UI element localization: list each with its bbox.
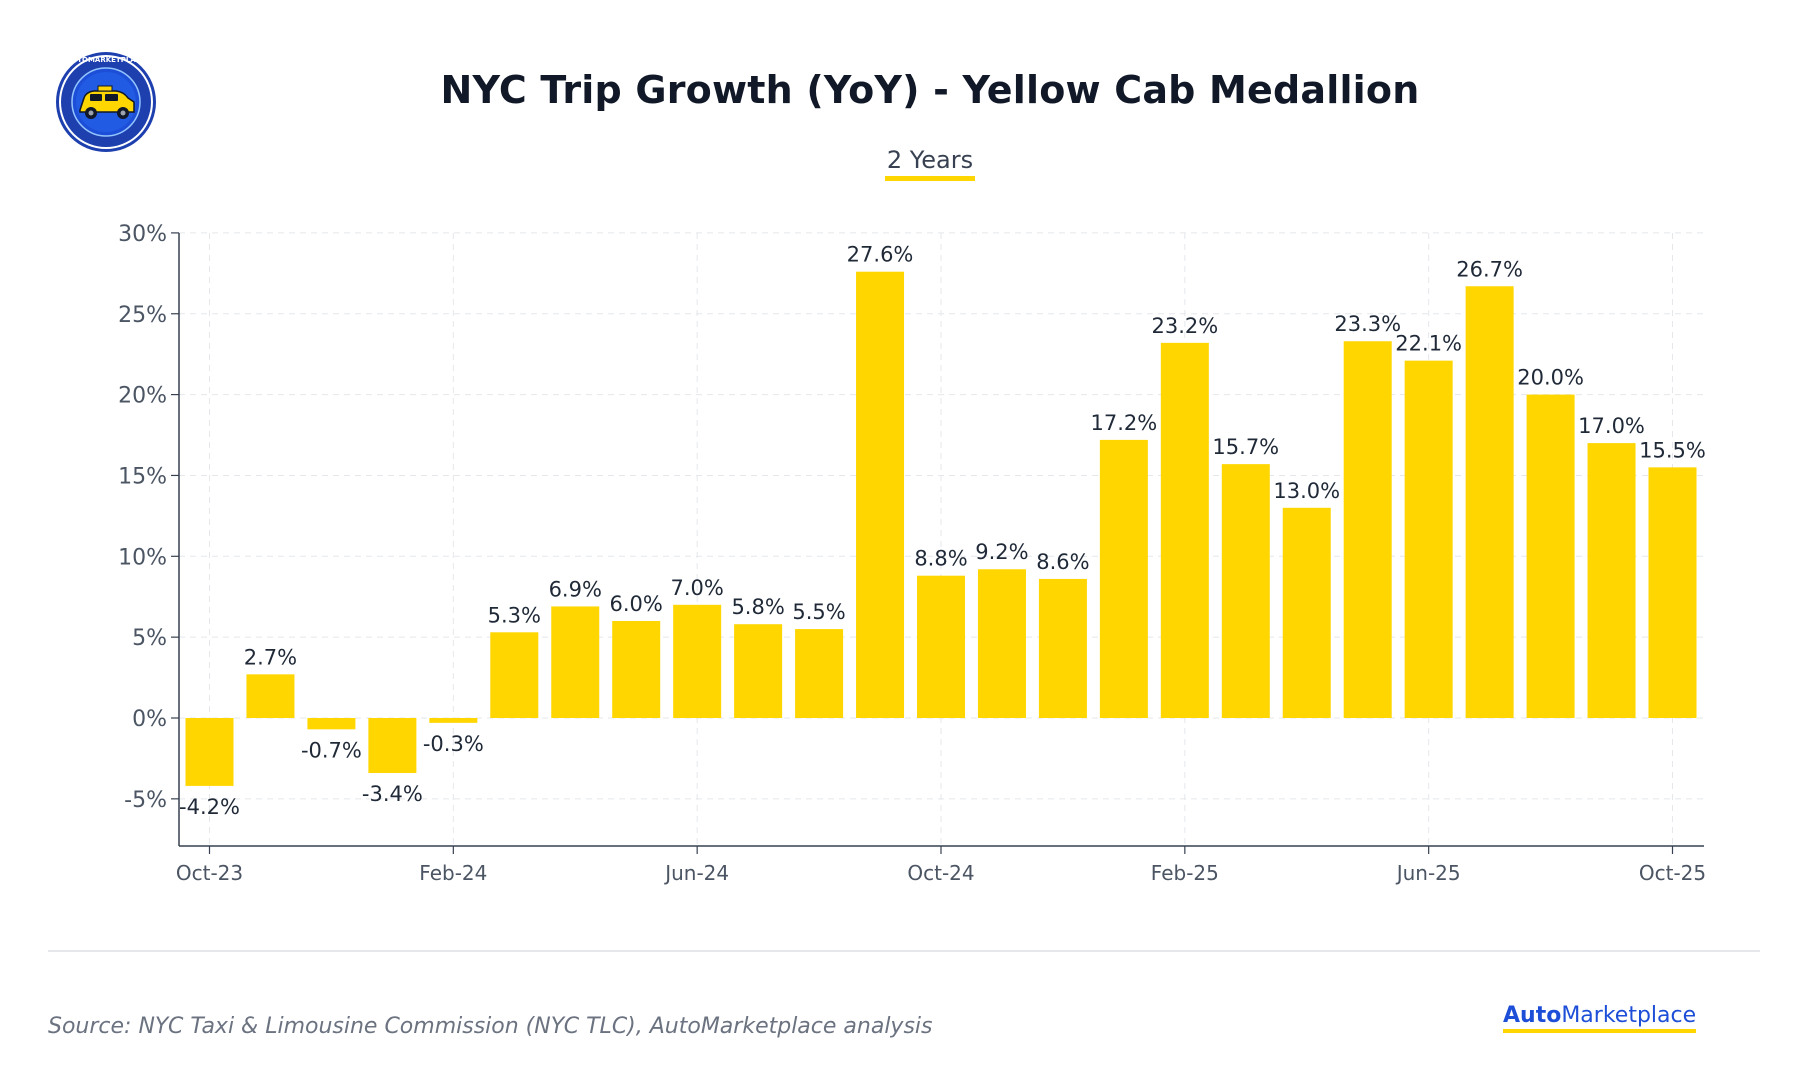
data-label-Feb-24: -0.3% bbox=[423, 732, 484, 756]
bar-Jul-25 bbox=[1465, 286, 1514, 718]
bar-Feb-24 bbox=[429, 718, 478, 723]
x-tick-label: Feb-25 bbox=[1151, 861, 1219, 885]
data-label-Dec-24: 8.6% bbox=[1036, 550, 1089, 574]
logo-ring-text: AUTOMARKETPLACE bbox=[66, 56, 146, 64]
automarketplace-logo-badge: AUTOMARKETPLACE bbox=[56, 52, 156, 152]
x-tick-label: Oct-25 bbox=[1639, 861, 1706, 885]
bar-Mar-24 bbox=[490, 632, 539, 718]
data-label-Aug-25: 20.0% bbox=[1517, 366, 1584, 390]
bar-Aug-24 bbox=[795, 629, 844, 718]
brand-marketplace: Marketplace bbox=[1561, 1003, 1697, 1028]
y-tick-label: 15% bbox=[118, 464, 167, 489]
data-label-Dec-23: -0.7% bbox=[301, 738, 362, 762]
bar-Jan-24 bbox=[368, 718, 417, 773]
source-note: Source: NYC Taxi & Limousine Commission … bbox=[48, 1014, 933, 1039]
bar-chart: -5% 0% 5% 10% 15% 20% 25% 30% Oct-23 Feb-24 Jun-24… bbox=[118, 222, 1706, 885]
bar-Sep-25 bbox=[1587, 443, 1636, 718]
y-tick-label: 25% bbox=[118, 303, 167, 328]
bar-Oct-23 bbox=[185, 718, 234, 786]
data-label-Jan-24: -3.4% bbox=[362, 782, 423, 806]
bar-Apr-25 bbox=[1282, 507, 1331, 718]
data-label-Sep-25: 17.0% bbox=[1578, 414, 1645, 438]
data-label-Oct-23: -4.2% bbox=[179, 795, 240, 819]
bar-Jun-24 bbox=[673, 604, 722, 718]
data-label-Jun-25: 22.1% bbox=[1395, 332, 1462, 356]
bar-May-24 bbox=[612, 620, 661, 718]
data-label-May-25: 23.3% bbox=[1334, 312, 1401, 336]
data-label-Feb-25: 23.2% bbox=[1151, 314, 1218, 338]
bar-Jan-25 bbox=[1099, 439, 1148, 718]
taxi-icon bbox=[79, 85, 135, 119]
data-label-Oct-24: 8.8% bbox=[914, 547, 967, 571]
y-tick-label: -5% bbox=[124, 788, 167, 813]
data-label-Mar-24: 5.3% bbox=[488, 603, 541, 627]
bar-Oct-25 bbox=[1648, 467, 1697, 718]
brand-auto: Auto bbox=[1503, 1003, 1562, 1028]
x-tick-label: Jun-24 bbox=[663, 861, 729, 885]
bar-Nov-24 bbox=[977, 569, 1026, 718]
bar-Sep-24 bbox=[856, 271, 905, 718]
data-label-Apr-25: 13.0% bbox=[1273, 479, 1340, 503]
bar-Apr-24 bbox=[551, 606, 600, 718]
x-tick-label: Oct-24 bbox=[907, 861, 974, 885]
data-label-Mar-25: 15.7% bbox=[1212, 435, 1279, 459]
data-label-Sep-24: 27.6% bbox=[847, 243, 914, 267]
data-label-Nov-24: 9.2% bbox=[975, 540, 1028, 564]
x-tick-label: Feb-24 bbox=[419, 861, 487, 885]
label-layer: -5% 0% 5% 10% 15% 20% 25% 30% Oct-23 Feb-24 Jun-24… bbox=[118, 222, 1706, 885]
data-label-Apr-24: 6.9% bbox=[549, 577, 602, 601]
bar-Mar-25 bbox=[1221, 464, 1270, 718]
axis-layer bbox=[171, 232, 1704, 854]
bar-Jun-25 bbox=[1404, 360, 1453, 718]
bar-Aug-25 bbox=[1526, 394, 1575, 718]
bar-layer bbox=[185, 271, 1697, 786]
data-label-Jul-25: 26.7% bbox=[1456, 257, 1523, 281]
y-tick-label: 20% bbox=[118, 384, 167, 409]
y-tick-label: 0% bbox=[132, 707, 167, 732]
automarketplace-wordmark: AutoMarketplace bbox=[1503, 1003, 1697, 1033]
chart-title: NYC Trip Growth (YoY) - Yellow Cab Medal… bbox=[440, 68, 1420, 112]
data-label-Jan-25: 17.2% bbox=[1091, 411, 1158, 435]
data-label-Aug-24: 5.5% bbox=[792, 600, 845, 624]
data-label-Nov-23: 2.7% bbox=[244, 645, 297, 669]
y-tick-label: 10% bbox=[118, 545, 167, 570]
data-label-May-24: 6.0% bbox=[610, 592, 663, 616]
bar-Oct-24 bbox=[917, 575, 965, 718]
bar-Dec-23 bbox=[307, 718, 356, 730]
bar-Dec-24 bbox=[1038, 578, 1087, 718]
bar-Nov-23 bbox=[246, 674, 295, 718]
bar-Feb-25 bbox=[1160, 342, 1209, 718]
footer-divider bbox=[48, 950, 1760, 952]
y-tick-label: 5% bbox=[132, 626, 167, 651]
bar-May-25 bbox=[1343, 341, 1392, 718]
y-tick-label: 30% bbox=[118, 222, 167, 247]
x-tick-label: Jun-25 bbox=[1395, 861, 1461, 885]
bar-Jul-24 bbox=[734, 624, 783, 718]
chart-subtitle: 2 Years bbox=[884, 146, 976, 181]
data-label-Jun-24: 7.0% bbox=[670, 576, 723, 600]
data-label-Oct-25: 15.5% bbox=[1639, 438, 1706, 462]
x-tick-label: Oct-23 bbox=[176, 861, 243, 885]
data-label-Jul-24: 5.8% bbox=[731, 595, 784, 619]
